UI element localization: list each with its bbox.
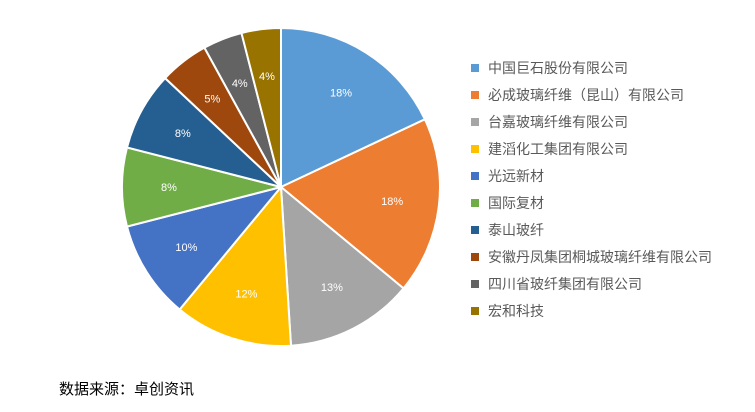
legend-swatch [471, 90, 479, 99]
chart-area: 18% 18% 13% 12% 10% 8% 8% 5% 4% 4% 中国巨石股份有限公司必成玻璃… [121, 26, 712, 347]
legend-item: 安徽丹凤集团桐城玻璃纤维有限公司 [471, 243, 712, 270]
legend-swatch [471, 252, 479, 261]
legend-swatch [471, 279, 479, 288]
slice-data-label: 4% [232, 78, 248, 90]
legend-item: 台嘉玻璃纤维有限公司 [471, 108, 712, 135]
legend-label: 四川省玻纤集团有限公司 [488, 276, 642, 293]
legend-item: 四川省玻纤集团有限公司 [471, 270, 712, 297]
legend-swatch [471, 117, 479, 126]
legend-label: 宏和科技 [488, 303, 544, 320]
legend-swatch [471, 63, 479, 72]
legend-label: 中国巨石股份有限公司 [488, 60, 628, 77]
legend-swatch [471, 144, 479, 153]
legend-swatch [471, 171, 479, 180]
slice-data-label: 8% [175, 128, 191, 140]
slice-data-label: 18% [381, 196, 403, 208]
slice-data-label: 5% [204, 94, 220, 106]
legend-item: 泰山玻纤 [471, 216, 712, 243]
legend-swatch [471, 306, 479, 315]
legend-label: 建滔化工集团有限公司 [488, 141, 628, 158]
legend-swatch [471, 225, 479, 234]
chart-legend: 中国巨石股份有限公司必成玻璃纤维（昆山）有限公司 台嘉玻璃纤维有限公司 建滔化工集团… [471, 54, 712, 324]
legend-item: 国际复材 [471, 189, 712, 216]
pie-slice [240, 26, 282, 188]
legend-label: 泰山玻纤 [488, 222, 544, 239]
slice-data-label: 4% [259, 71, 275, 83]
slice-data-label: 13% [321, 282, 343, 294]
pie-slice [279, 184, 405, 347]
legend-swatch [471, 198, 479, 207]
pie-chart: 18% 18% 13% 12% 10% 8% 8% 5% 4% 4% [121, 26, 441, 347]
pie-slice [279, 117, 441, 290]
pie-slice [178, 184, 293, 347]
legend-label: 光远新材 [488, 168, 544, 185]
slice-data-label: 8% [161, 182, 177, 194]
legend-label: 安徽丹凤集团桐城玻璃纤维有限公司 [488, 249, 712, 266]
pie-slice [280, 26, 427, 189]
legend-item: 必成玻璃纤维（昆山）有限公司 [471, 81, 712, 108]
legend-label: 必成玻璃纤维（昆山）有限公司 [488, 87, 684, 104]
legend-item: 光远新材 [471, 162, 712, 189]
slice-data-label: 10% [175, 242, 197, 254]
slice-data-label: 18% [330, 87, 352, 99]
legend-item: 宏和科技 [471, 297, 712, 324]
source-note: 数据来源：卓创资讯 [59, 380, 195, 398]
legend-label: 台嘉玻璃纤维有限公司 [488, 114, 628, 131]
legend-label: 国际复材 [488, 195, 544, 212]
legend-item: 中国巨石股份有限公司 [471, 54, 712, 81]
legend-item: 建滔化工集团有限公司 [471, 135, 712, 162]
slice-data-label: 12% [235, 289, 257, 301]
